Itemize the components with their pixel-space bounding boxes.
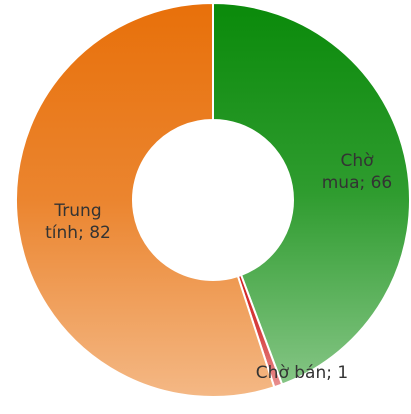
donut-slice <box>15 1 276 398</box>
slice-label: Chờ bán; 1 <box>255 363 349 383</box>
slice-label: Trung tính; 82 <box>45 201 111 243</box>
donut-slice <box>212 1 411 386</box>
slice-label: Chờ mua; 66 <box>321 151 393 193</box>
